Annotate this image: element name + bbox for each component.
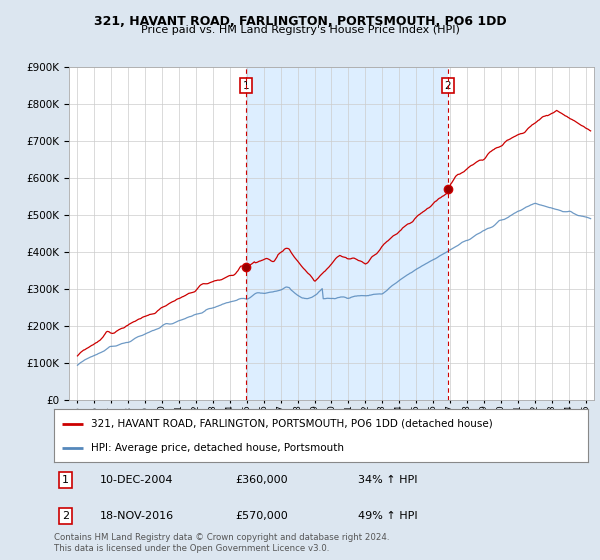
Text: 2: 2 [62, 511, 70, 521]
Text: 1: 1 [242, 81, 249, 91]
Text: 321, HAVANT ROAD, FARLINGTON, PORTSMOUTH, PO6 1DD: 321, HAVANT ROAD, FARLINGTON, PORTSMOUTH… [94, 15, 506, 27]
Text: 10-DEC-2004: 10-DEC-2004 [100, 475, 173, 485]
Text: Contains HM Land Registry data © Crown copyright and database right 2024.
This d: Contains HM Land Registry data © Crown c… [54, 533, 389, 553]
Text: 49% ↑ HPI: 49% ↑ HPI [358, 511, 418, 521]
Text: £360,000: £360,000 [236, 475, 288, 485]
Text: 321, HAVANT ROAD, FARLINGTON, PORTSMOUTH, PO6 1DD (detached house): 321, HAVANT ROAD, FARLINGTON, PORTSMOUTH… [91, 419, 493, 429]
Text: £570,000: £570,000 [236, 511, 289, 521]
Text: 18-NOV-2016: 18-NOV-2016 [100, 511, 173, 521]
Text: HPI: Average price, detached house, Portsmouth: HPI: Average price, detached house, Port… [91, 443, 344, 453]
Text: 2: 2 [445, 81, 451, 91]
Text: Price paid vs. HM Land Registry's House Price Index (HPI): Price paid vs. HM Land Registry's House … [140, 25, 460, 35]
Text: 34% ↑ HPI: 34% ↑ HPI [358, 475, 418, 485]
Text: 1: 1 [62, 475, 69, 485]
Bar [246, 67, 448, 400]
